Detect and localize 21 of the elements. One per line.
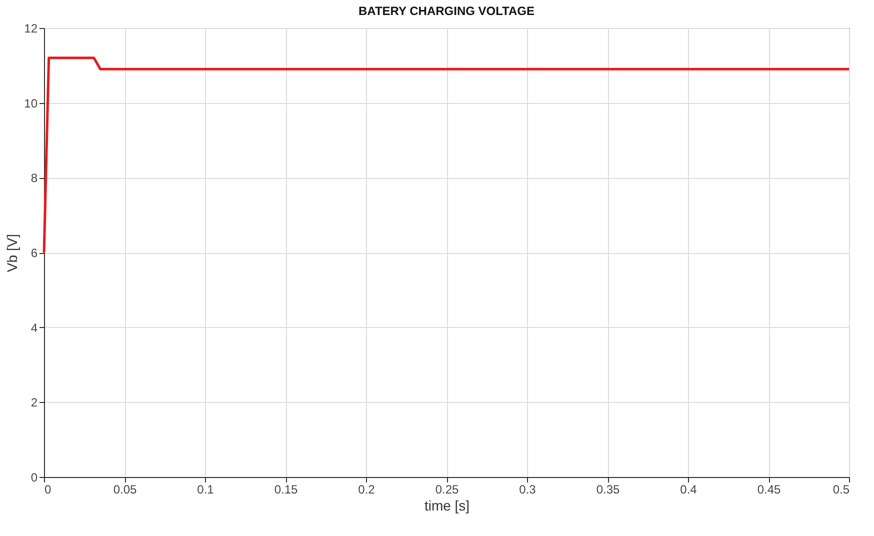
y-tick-label: 8 [30, 171, 38, 186]
x-tick-label: 0.4 [680, 482, 698, 496]
x-axis-title: time [s] [424, 498, 470, 514]
x-tick-label: 0 [44, 482, 52, 496]
y-tick-label: 12 [24, 22, 38, 36]
x-tick-label: 0.35 [596, 482, 620, 496]
y-tick-label: 6 [30, 246, 38, 260]
x-tick-label: 0.45 [757, 482, 781, 496]
y-tick-label: 4 [30, 320, 38, 335]
y-tick-label: 10 [24, 96, 38, 110]
x-tick-label: 0.5 [832, 482, 850, 496]
y-tick-label: 0 [30, 470, 38, 484]
x-tick-label: 0.1 [197, 482, 214, 496]
x-tick-label: 0.15 [274, 482, 298, 496]
x-tick-label: 0.25 [435, 482, 459, 496]
chart-title: BATERY CHARGING VOLTAGE [358, 4, 535, 18]
x-tick-label: 0.2 [358, 482, 376, 496]
y-tick-label: 2 [30, 396, 38, 410]
y-axis-title: Vb [V] [4, 234, 20, 272]
x-tick-label: 0.3 [519, 482, 536, 496]
x-tick-label: 0.05 [113, 482, 137, 496]
